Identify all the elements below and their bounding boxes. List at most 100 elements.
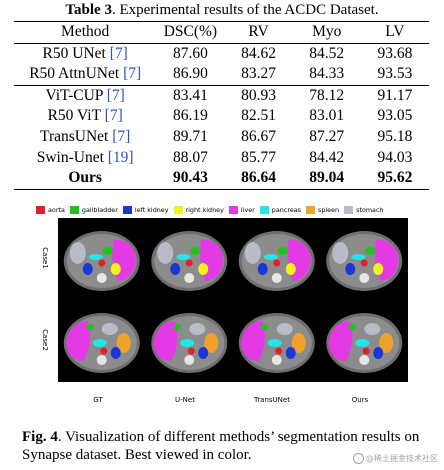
liver-region — [240, 321, 265, 361]
cell-value: 93.05 — [377, 107, 413, 125]
table-row: Ours 90.43 86.64 89.04 95.62 — [14, 168, 429, 190]
aorta-region — [275, 347, 283, 355]
cell-value: 95.18 — [377, 127, 413, 145]
method-name: TransUNet — [40, 127, 113, 145]
aorta-region — [360, 259, 368, 267]
table-caption: Table 3. Experimental results of the ACD… — [0, 2, 444, 19]
legend-item: liver — [228, 206, 255, 214]
col-header-rv: RV — [224, 21, 293, 44]
cell-method: TransUNet [7] — [14, 127, 156, 148]
ct-panel — [63, 313, 140, 373]
stomach-region — [332, 242, 349, 264]
spleen-region — [204, 333, 219, 353]
left-kidney-region — [257, 263, 268, 275]
gallbladder-region — [102, 247, 113, 255]
method-name: ViT-CUP — [45, 86, 107, 104]
cell-method: R50 AttnUNet [7] — [14, 64, 157, 86]
col-header-lv: LV — [360, 21, 429, 44]
cell-value: 85.77 — [241, 148, 276, 166]
legend-swatch — [344, 206, 354, 214]
legend-item: spleen — [306, 206, 339, 214]
stomach-region — [69, 242, 86, 264]
watermark-text: @稀土掘金技术社区 — [366, 454, 438, 463]
col-header-dsc: DSC(%) — [156, 21, 225, 44]
gallbladder-region — [173, 324, 182, 330]
table-row: ViT-CUP [7] 83.41 80.93 78.12 91.17 — [14, 85, 429, 106]
segmentation-figure — [58, 218, 408, 382]
stomach-region — [364, 323, 381, 335]
spine — [96, 273, 107, 283]
legend-label: gallbladder — [81, 206, 118, 214]
row-label-case2: Case2 — [40, 329, 49, 351]
citation-ref: [19] — [107, 148, 134, 166]
left-kidney-region — [110, 347, 121, 359]
legend-label: right kidney — [185, 206, 224, 214]
right-kidney-region — [110, 263, 121, 275]
citation-ref: [7] — [109, 44, 128, 62]
ct-panel — [63, 231, 140, 291]
right-kidney-region — [285, 263, 296, 275]
col-label-unet: U-Net — [175, 396, 195, 404]
col-header-method: Method — [14, 21, 157, 44]
pancreas-region — [88, 254, 103, 260]
liver-region — [328, 321, 353, 361]
cell-value: 89.04 — [292, 168, 361, 190]
cell-value: 84.42 — [309, 148, 345, 166]
stomach-region — [189, 323, 206, 335]
aorta-region — [100, 347, 108, 355]
liver-region — [153, 321, 178, 361]
col-header-myo: Myo — [292, 21, 361, 44]
watermark: @稀土掘金技术社区 — [353, 453, 438, 464]
table-title: . Experimental results of the ACDC Datas… — [111, 2, 379, 18]
citation-ref: [7] — [106, 86, 125, 104]
col-label-transunet: TransUNet — [254, 396, 290, 404]
figure-caption-text: . Visualization of different methods’ se… — [22, 429, 420, 463]
method-name: R50 ViT — [47, 107, 105, 125]
legend-item: pancreas — [259, 206, 301, 214]
table-label: Table 3 — [65, 2, 112, 18]
gallbladder-region — [348, 324, 357, 330]
spine — [359, 355, 370, 365]
citation-ref: [7] — [112, 127, 131, 145]
spine — [271, 355, 282, 365]
cell-value: 86.64 — [224, 168, 293, 190]
cell-value: 93.68 — [377, 44, 413, 62]
method-name: Ours — [68, 169, 102, 187]
watermark-logo-icon — [353, 453, 364, 464]
pancreas-region — [92, 339, 107, 347]
cell-value: 78.12 — [309, 86, 345, 104]
left-kidney-region — [373, 347, 384, 359]
liver-region — [65, 321, 90, 361]
table-row: TransUNet [7] 89.71 86.67 87.27 95.18 — [14, 127, 429, 148]
legend-swatch — [259, 206, 269, 214]
ct-panel — [151, 231, 228, 291]
spine — [184, 355, 195, 365]
spleen-region — [379, 333, 394, 353]
pancreas-region — [263, 254, 278, 260]
cell-method: Ours — [14, 168, 157, 190]
cell-value: 87.60 — [172, 44, 208, 62]
method-name: R50 UNet — [42, 44, 110, 62]
spine — [184, 273, 195, 283]
cell-value: 83.27 — [224, 64, 293, 86]
legend-swatch — [306, 206, 315, 214]
legend-item: stomach — [344, 206, 384, 214]
legend-label: pancreas — [271, 206, 301, 214]
results-table: Method DSC(%) RV Myo LV R50 UNet [7] 87.6… — [14, 21, 429, 190]
legend-label: stomach — [356, 206, 384, 214]
legend-item: aorta — [36, 206, 65, 214]
table-row: R50 AttnUNet [7] 86.90 83.27 84.33 93.53 — [14, 64, 429, 86]
pancreas-region — [267, 339, 282, 347]
pancreas-region — [351, 254, 366, 260]
right-kidney-region — [198, 263, 209, 275]
legend-swatch — [173, 206, 183, 214]
cell-value: 84.62 — [241, 44, 276, 62]
cell-value: 83.41 — [172, 86, 208, 104]
cell-value: 82.51 — [241, 107, 276, 125]
cell-method: R50 ViT [7] — [14, 106, 156, 127]
row-label-case1: Case1 — [40, 247, 49, 269]
pancreas-region — [355, 339, 370, 347]
col-label-ours: Ours — [351, 396, 369, 404]
cell-value: 84.33 — [292, 64, 361, 86]
pancreas-region — [180, 339, 195, 347]
